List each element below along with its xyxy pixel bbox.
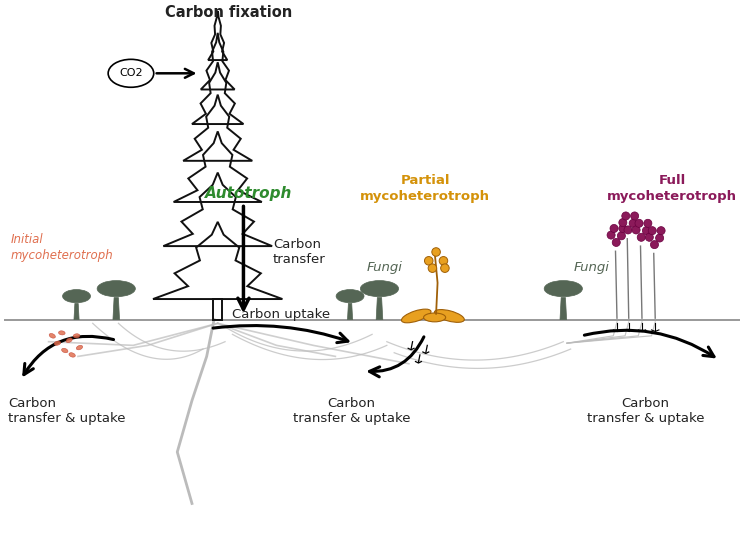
Circle shape (630, 212, 639, 220)
Text: Carbon
transfer & uptake: Carbon transfer & uptake (587, 397, 704, 425)
Circle shape (440, 264, 449, 273)
Circle shape (428, 264, 437, 273)
Text: Carbon
transfer & uptake: Carbon transfer & uptake (293, 397, 410, 425)
Ellipse shape (336, 289, 364, 303)
Text: Carbon
transfer: Carbon transfer (273, 238, 326, 266)
Polygon shape (348, 304, 353, 320)
Circle shape (619, 218, 627, 226)
Ellipse shape (62, 348, 68, 353)
Circle shape (618, 232, 625, 240)
Text: Carbon uptake: Carbon uptake (232, 308, 330, 321)
Ellipse shape (434, 310, 464, 323)
Circle shape (635, 219, 643, 228)
Ellipse shape (49, 333, 55, 338)
Circle shape (624, 226, 632, 234)
Text: CO2: CO2 (119, 68, 143, 78)
Circle shape (657, 226, 665, 235)
Ellipse shape (66, 338, 72, 343)
Circle shape (642, 226, 651, 235)
Circle shape (610, 224, 618, 232)
Circle shape (619, 224, 627, 232)
Ellipse shape (54, 341, 60, 345)
Circle shape (439, 256, 448, 265)
Text: Partial
mycoheterotroph: Partial mycoheterotroph (360, 174, 490, 204)
Text: Fungi: Fungi (573, 261, 609, 274)
Circle shape (612, 238, 621, 247)
Polygon shape (113, 298, 120, 320)
Ellipse shape (63, 289, 90, 303)
Circle shape (425, 256, 433, 265)
Circle shape (607, 231, 615, 239)
Ellipse shape (401, 309, 431, 323)
Text: Carbon fixation: Carbon fixation (165, 5, 293, 20)
Ellipse shape (108, 59, 154, 87)
Ellipse shape (69, 353, 75, 357)
Ellipse shape (360, 281, 399, 297)
Circle shape (648, 226, 656, 235)
Circle shape (629, 219, 637, 228)
Circle shape (644, 219, 652, 228)
Circle shape (622, 212, 630, 220)
Circle shape (645, 233, 654, 241)
Ellipse shape (97, 281, 136, 297)
Ellipse shape (76, 345, 83, 350)
Circle shape (632, 226, 640, 234)
Text: Carbon
transfer & uptake: Carbon transfer & uptake (8, 397, 126, 425)
Text: Fungi: Fungi (366, 261, 403, 274)
Polygon shape (376, 298, 383, 320)
Ellipse shape (73, 334, 80, 338)
Polygon shape (560, 298, 566, 320)
Polygon shape (74, 304, 79, 320)
Text: Full
mycoheterotroph: Full mycoheterotroph (607, 174, 737, 204)
Ellipse shape (544, 281, 582, 297)
Text: Autotroph: Autotroph (205, 186, 293, 200)
Ellipse shape (59, 331, 65, 335)
Circle shape (651, 241, 658, 249)
Ellipse shape (424, 313, 446, 322)
Circle shape (432, 248, 440, 256)
Circle shape (637, 233, 645, 241)
Circle shape (655, 234, 664, 242)
Text: Initial
mycoheterotroph: Initial mycoheterotroph (11, 233, 113, 262)
